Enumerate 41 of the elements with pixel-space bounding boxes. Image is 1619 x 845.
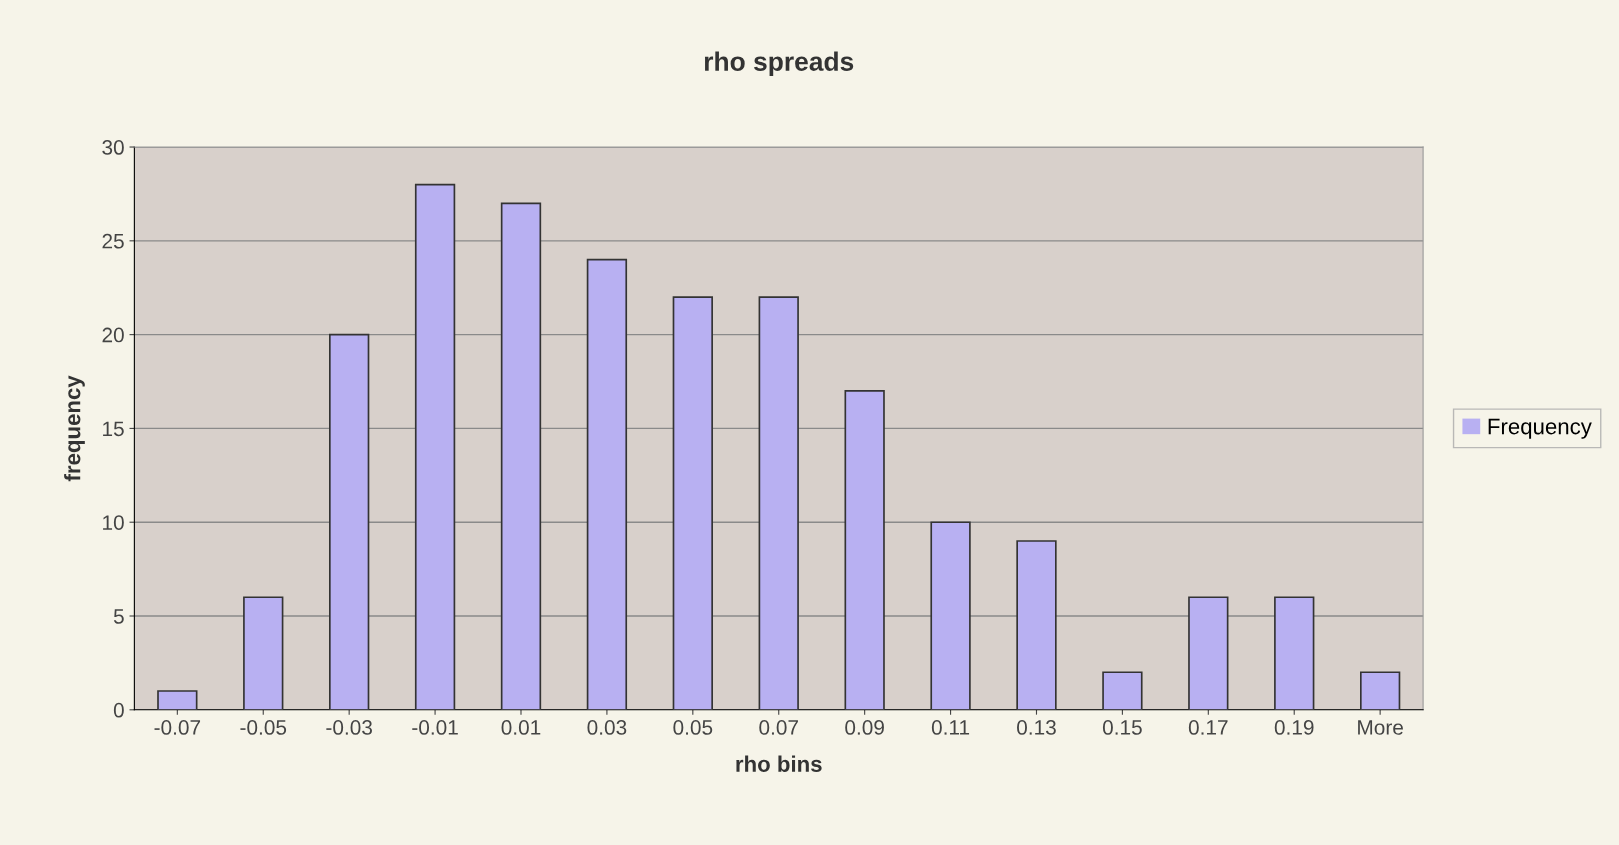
x-tick-label: 0.09: [845, 720, 884, 735]
x-tick-label: -0.03: [326, 720, 372, 735]
y-tick-label: 25: [102, 233, 124, 249]
bar: [328, 333, 370, 710]
x-tick-label: 0.07: [759, 720, 798, 735]
bar: [243, 596, 284, 710]
x-tick-label: -0.01: [412, 720, 458, 735]
x-tick-label: 0.01: [501, 720, 541, 735]
bar: [758, 296, 799, 710]
chart-title: rho spreads: [704, 51, 854, 77]
y-tick-label: 5: [113, 609, 124, 624]
bar: [844, 390, 885, 710]
x-tick-label: -0.05: [240, 720, 287, 735]
x-tick-label: 0.15: [1102, 720, 1142, 735]
y-tick-label: 10: [103, 515, 124, 530]
bar: [1359, 671, 1401, 710]
bar: [1016, 540, 1057, 710]
x-tick-label: 0.19: [1274, 720, 1314, 735]
bar: [1188, 596, 1229, 710]
x-tick-label: 0.11: [931, 720, 970, 735]
x-tick-label: 0.17: [1188, 720, 1228, 735]
x-tick-label: More: [1358, 720, 1403, 735]
y-tick-label: 20: [102, 327, 124, 343]
bar: [500, 202, 542, 710]
y-tick-label: 0: [113, 702, 124, 718]
x-axis-title: rho bins: [736, 755, 822, 772]
bar: [1274, 596, 1315, 710]
y-axis-title: frequency: [64, 375, 85, 482]
y-tick-label: 30: [102, 140, 124, 155]
bar: [586, 258, 628, 710]
bar: [157, 690, 198, 710]
bar: [414, 183, 456, 710]
x-tick-label: -0.07: [154, 720, 201, 735]
x-tick-label: 0.05: [673, 720, 713, 735]
x-tick-label: 0.03: [587, 720, 627, 735]
legend-label: Frequency: [1488, 418, 1592, 439]
y-tick-label: 15: [103, 421, 124, 437]
bar: [930, 521, 971, 710]
bar: [1102, 671, 1143, 710]
bar: [672, 296, 713, 710]
x-tick-label: 0.13: [1017, 720, 1056, 735]
